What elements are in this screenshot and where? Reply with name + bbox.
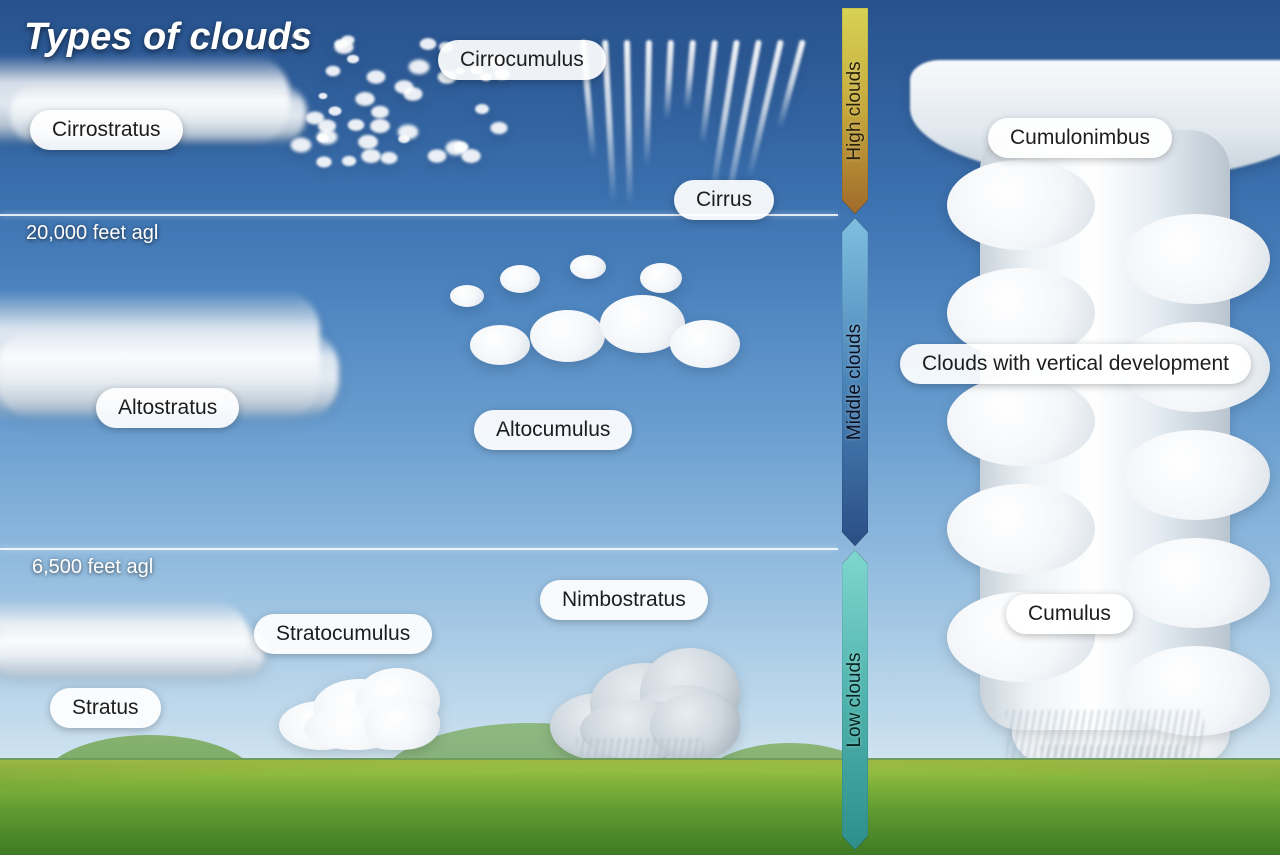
cloud-nimbostratus	[540, 610, 740, 760]
diagram-title: Types of clouds	[24, 16, 312, 59]
label-altostratus: Altostratus	[96, 388, 239, 428]
altitude-label: 6,500 feet agl	[32, 556, 153, 579]
label-cumulonimbus: Cumulonimbus	[988, 118, 1172, 158]
ground	[0, 758, 1280, 855]
label-cirrus: Cirrus	[674, 180, 774, 220]
label-altocumulus: Altocumulus	[474, 410, 632, 450]
cloud-cumulonimbus	[940, 60, 1270, 780]
label-vertical-dev: Clouds with vertical development	[900, 344, 1251, 384]
label-stratocumulus: Stratocumulus	[254, 614, 432, 654]
band-label-low: Low clouds	[844, 652, 866, 747]
cloud-altocumulus	[440, 255, 740, 405]
label-cirrocumulus: Cirrocumulus	[438, 40, 606, 80]
label-nimbostratus: Nimbostratus	[540, 580, 708, 620]
cloud-stratocumulus	[270, 640, 440, 750]
label-stratus: Stratus	[50, 688, 161, 728]
altitude-line	[0, 548, 838, 550]
band-label-middle: Middle clouds	[844, 324, 866, 440]
altitude-label: 20,000 feet agl	[26, 222, 158, 245]
label-cumulus: Cumulus	[1006, 594, 1133, 634]
label-cirrostratus: Cirrostratus	[30, 110, 183, 150]
cloud-types-diagram: 20,000 feet agl 6,500 feet agl High cloud…	[0, 0, 1280, 855]
band-label-high: High clouds	[844, 61, 866, 160]
